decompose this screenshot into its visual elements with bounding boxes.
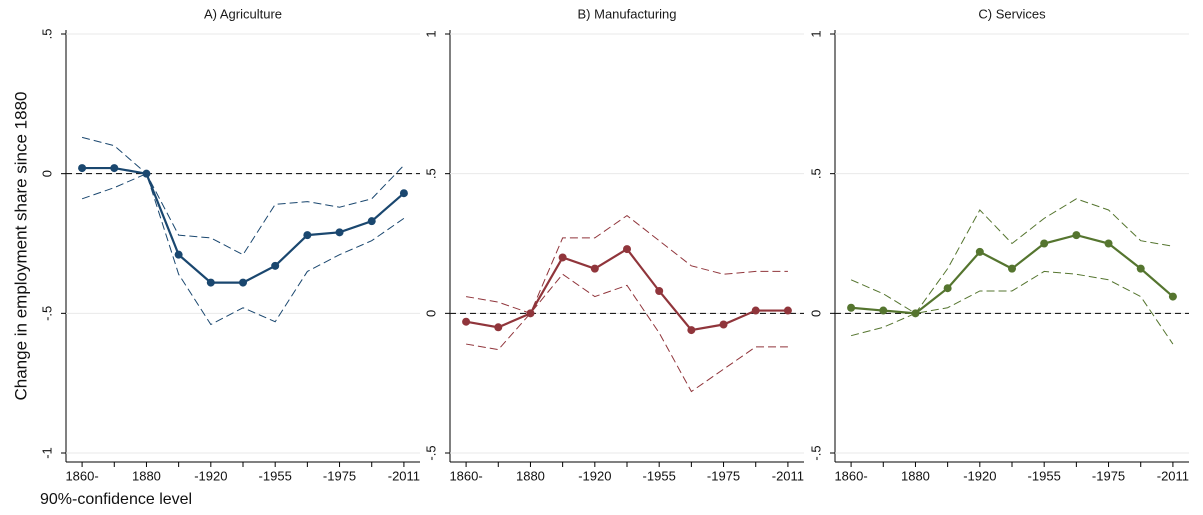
x-tick-label: -1920 [963, 468, 996, 483]
y-tick-label: -.5 [39, 306, 54, 321]
marker [303, 231, 312, 240]
ci-line [81, 172, 405, 326]
marker [719, 320, 728, 329]
y-tick-label: -1 [39, 447, 54, 459]
marker [1072, 231, 1081, 240]
note: 90%-confidence level [40, 491, 192, 508]
marker [271, 261, 280, 270]
x-tick-label: -2011 [772, 468, 804, 483]
marker [1168, 292, 1177, 301]
x-tick-label: -1975 [323, 468, 356, 483]
marker [879, 306, 888, 315]
marker [975, 247, 984, 256]
x-tick-label: 1860- [834, 468, 867, 483]
marker [847, 303, 856, 312]
ci-line [466, 214, 788, 314]
marker [655, 286, 664, 295]
x-tick-label: -1955 [1028, 468, 1061, 483]
marker [1136, 264, 1145, 273]
x-tick-label: -2011 [388, 468, 420, 483]
marker [462, 317, 471, 326]
y-axis-label: Change in employment share since 1880 [11, 91, 30, 400]
marker [174, 250, 183, 259]
marker [206, 278, 215, 287]
marker [110, 164, 119, 173]
x-tick-label: -2011 [1157, 468, 1189, 483]
marker [494, 323, 503, 332]
marker [783, 306, 792, 315]
y-tick-label: .5 [808, 168, 823, 179]
marker [590, 264, 599, 273]
y-tick-label: 1 [423, 30, 438, 37]
y-tick-label: 0 [39, 170, 54, 177]
x-tick-label: -1955 [259, 468, 292, 483]
marker [943, 284, 952, 293]
x-tick-label: -1920 [578, 468, 611, 483]
marker [367, 217, 376, 226]
panel-title: B) Manufacturing [578, 6, 677, 21]
ci-line [850, 270, 1174, 345]
marker [239, 278, 247, 287]
x-tick-label: -1975 [707, 468, 740, 483]
panel-title: C) Services [978, 6, 1046, 21]
marker [78, 164, 87, 173]
x-tick-label: 1880 [132, 468, 161, 483]
marker [1104, 239, 1113, 248]
ci-line [466, 273, 788, 393]
marker [751, 306, 760, 315]
y-tick-label: 0 [808, 310, 823, 317]
y-tick-label: -.5 [423, 445, 438, 460]
marker [623, 245, 631, 254]
x-tick-label: -1955 [643, 468, 676, 483]
marker [558, 253, 567, 262]
marker [335, 228, 344, 237]
marker [399, 189, 408, 198]
y-tick-label: .5 [39, 29, 54, 40]
y-tick-label: 1 [808, 30, 823, 37]
marker [1008, 264, 1016, 273]
y-tick-label: 0 [423, 310, 438, 317]
marker [687, 326, 696, 335]
panel-title: A) Agriculture [204, 6, 282, 21]
x-tick-label: 1880 [901, 468, 930, 483]
x-tick-label: 1860- [65, 468, 98, 483]
marker [1040, 239, 1049, 248]
ci-line [81, 136, 405, 256]
x-tick-label: -1975 [1092, 468, 1125, 483]
x-tick-label: 1860- [449, 468, 482, 483]
x-tick-label: 1880 [516, 468, 545, 483]
y-tick-label: -.5 [808, 445, 823, 460]
x-tick-label: -1920 [194, 468, 227, 483]
ci-line [850, 198, 1173, 315]
y-tick-label: .5 [423, 168, 438, 179]
